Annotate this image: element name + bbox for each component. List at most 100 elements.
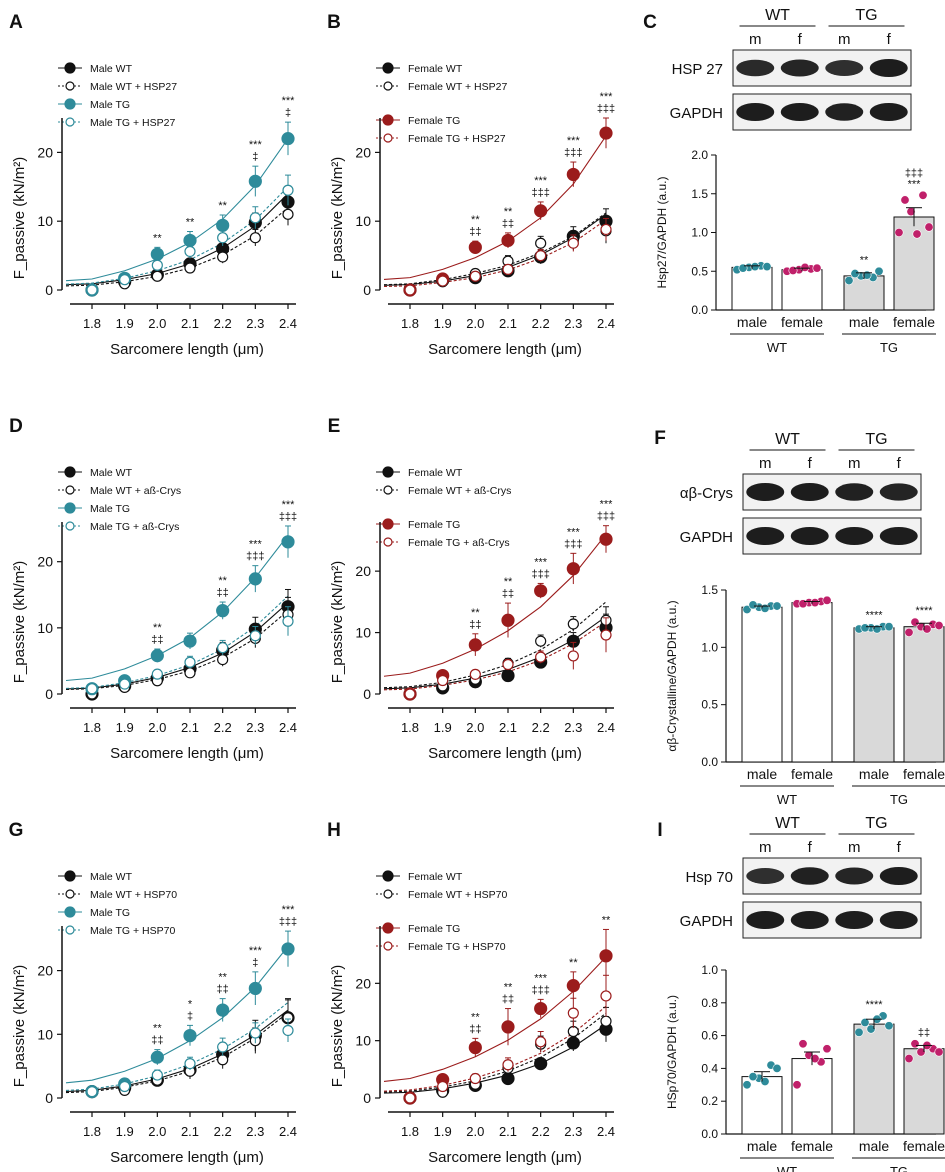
- significance-label: ‡‡‡: [279, 511, 297, 523]
- data-point: [150, 649, 164, 663]
- data-point: [183, 634, 197, 648]
- y-tick-label: 20: [37, 554, 53, 570]
- y-tick-label: 0: [45, 686, 53, 702]
- category-label: male: [747, 766, 778, 782]
- data-point: [86, 683, 98, 695]
- significance-label: **: [860, 254, 869, 266]
- significance-label: **: [471, 214, 480, 226]
- blot-band: [746, 868, 785, 884]
- significance-label: ‡: [285, 107, 291, 119]
- y-tick-label: 0: [45, 1090, 53, 1106]
- legend-label: Male TG: [90, 907, 130, 919]
- blot-lane-label: f: [887, 31, 892, 48]
- data-point: [600, 990, 612, 1002]
- y-tick-label: 0.8: [701, 996, 718, 1010]
- y-tick-label: 10: [37, 620, 53, 636]
- data-point: [910, 1039, 920, 1049]
- legend-marker: [64, 502, 76, 514]
- legend-item: Female WT + HSP27: [376, 81, 507, 93]
- x-tick-label: 1.8: [83, 1124, 101, 1139]
- legend-label: Female WT + HSP27: [408, 81, 507, 93]
- line-chart-H: H Female WT Female WT + HSP70 Female TG Fema…: [327, 820, 615, 1166]
- data-point: [281, 942, 295, 956]
- x-axis-title: Sarcomere length (μm): [428, 1149, 582, 1166]
- legend-marker: [65, 521, 75, 531]
- data-point: [184, 656, 196, 668]
- x-tick-label: 2.4: [279, 1124, 297, 1139]
- legend-item: Male TG: [58, 502, 130, 515]
- fit-line: [65, 193, 289, 286]
- significance-label: ‡‡‡: [905, 167, 923, 179]
- legend-marker: [383, 941, 393, 951]
- blot-lane-label: f: [798, 31, 803, 48]
- data-point: [437, 674, 449, 687]
- x-tick-label: 1.9: [116, 1124, 134, 1139]
- data-point: [282, 615, 294, 627]
- data-point: [760, 1077, 770, 1087]
- data-point: [501, 1071, 515, 1086]
- category-label: male: [849, 314, 880, 330]
- x-tick-label: 2.1: [499, 316, 517, 331]
- legend-label: Male TG + HSP70: [90, 925, 175, 937]
- x-tick-label: 2.4: [279, 316, 297, 331]
- x-tick-label: 1.9: [116, 720, 134, 735]
- data-point: [866, 1024, 876, 1034]
- data-point: [282, 1024, 294, 1037]
- legend-marker: [64, 466, 76, 478]
- blot-band: [869, 103, 908, 121]
- blot-row-label: GAPDH: [670, 105, 723, 122]
- legend-label: Female WT: [408, 63, 463, 75]
- data-point: [535, 635, 547, 647]
- data-point: [884, 622, 894, 632]
- blot-row-label: HSP 27: [672, 61, 723, 78]
- significance-label: ‡‡‡: [564, 147, 582, 159]
- x-axis-title: Sarcomere length (μm): [110, 341, 264, 358]
- legend-label: Female WT + HSP70: [408, 889, 507, 901]
- blot-lane-label: m: [759, 455, 772, 472]
- data-point: [249, 630, 261, 642]
- data-point: [119, 274, 131, 286]
- blot-row-label: αβ-Crys: [680, 485, 733, 502]
- data-point: [772, 601, 782, 611]
- bar: [903, 1048, 945, 1135]
- data-point: [502, 658, 514, 671]
- x-tick-label: 2.0: [466, 1124, 484, 1139]
- significance-label: ‡: [252, 151, 258, 163]
- blot-group-label: WT: [765, 7, 790, 24]
- legend-label: Female TG + aß-Crys: [408, 537, 510, 549]
- bar: [853, 1023, 895, 1135]
- x-tick-label: 2.4: [597, 720, 615, 735]
- significance-label: **: [471, 1011, 480, 1023]
- panel-label: H: [327, 820, 341, 841]
- category-label: female: [903, 766, 945, 782]
- legend-item: Female WT + HSP70: [376, 889, 507, 901]
- blot-band: [879, 867, 918, 885]
- data-point: [150, 247, 164, 261]
- data-point: [184, 667, 196, 679]
- data-point: [810, 1054, 820, 1064]
- x-tick-label: 1.8: [83, 720, 101, 735]
- data-point: [469, 1072, 481, 1085]
- x-tick-label: 2.2: [214, 1124, 232, 1139]
- data-point: [535, 1036, 547, 1048]
- data-point: [151, 270, 163, 282]
- fit-line: [383, 956, 607, 1082]
- y-tick-label: 1.5: [701, 583, 718, 597]
- legend-label: Male WT + HSP27: [90, 81, 177, 93]
- fit-line: [65, 534, 289, 682]
- data-point: [912, 229, 922, 239]
- fit-line: [383, 1012, 607, 1093]
- legend-item: Female TG + HSP70: [376, 941, 506, 953]
- y-tick-label: 0: [45, 282, 53, 298]
- data-point: [184, 245, 196, 258]
- data-point: [567, 618, 579, 630]
- blot-band: [790, 911, 829, 929]
- legend-item: Male TG: [58, 98, 130, 111]
- fit-line: [65, 1002, 289, 1091]
- fit-line: [65, 1012, 289, 1094]
- blot-group-label: WT: [775, 815, 800, 832]
- significance-label: ***: [534, 972, 548, 984]
- significance-label: ***: [249, 539, 263, 551]
- legend-marker: [382, 518, 394, 530]
- y-tick-label: 0.6: [701, 1029, 718, 1043]
